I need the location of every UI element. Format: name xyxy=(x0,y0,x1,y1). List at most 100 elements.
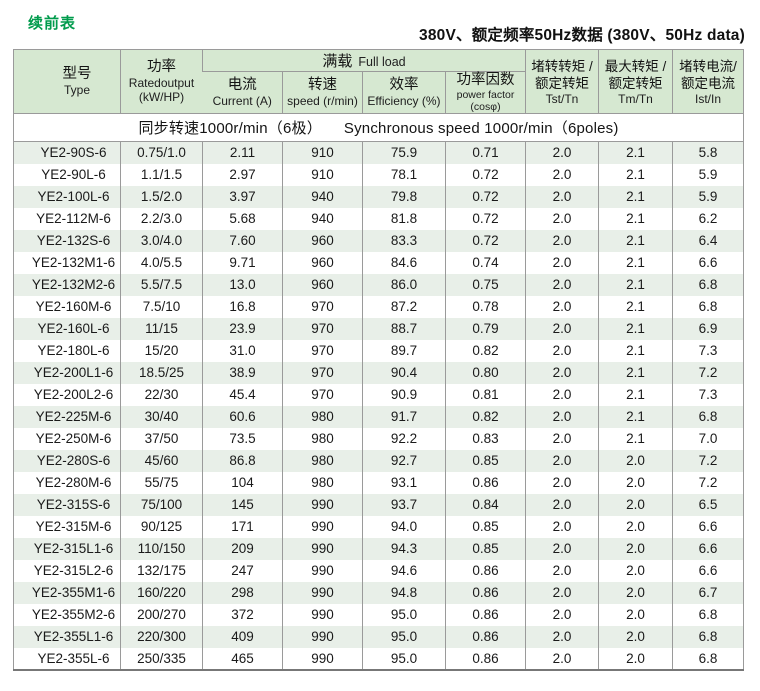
cell-ist-in: 6.8 xyxy=(672,273,744,296)
col-header-tm-tn-zh2: 额定转矩 xyxy=(608,75,663,91)
cell-speed: 980 xyxy=(282,449,363,472)
cell-current: 372 xyxy=(202,603,283,626)
cell-tm-tn: 2.0 xyxy=(598,581,673,604)
cell-power-factor: 0.71 xyxy=(444,141,526,164)
cell-tm-tn: 2.1 xyxy=(598,295,673,318)
cell-tm-tn: 2.1 xyxy=(598,317,673,340)
cell-efficiency: 95.0 xyxy=(362,625,446,648)
cell-model: YE2-315M-6 xyxy=(13,515,121,538)
cell-tm-tn: 2.0 xyxy=(598,625,673,648)
col-header-ist-in-zh1: 堵转电流/ xyxy=(679,58,737,74)
col-header-type: 型号 Type xyxy=(13,49,121,114)
cell-model: YE2-132M2-6 xyxy=(13,273,121,296)
cell-rated-output: 55/75 xyxy=(120,471,203,494)
cell-ist-in: 6.6 xyxy=(672,537,744,560)
cell-ist-in: 6.8 xyxy=(672,625,744,648)
cell-current: 23.9 xyxy=(202,317,283,340)
col-header-tm-tn: 最大转矩 / 额定转矩 Tm/Tn xyxy=(598,49,673,114)
cell-efficiency: 88.7 xyxy=(362,317,446,340)
cell-current: 45.4 xyxy=(202,383,283,406)
col-header-efficiency: 效率 Efficiency (%) xyxy=(362,71,446,114)
cell-power-factor: 0.84 xyxy=(444,493,526,516)
cell-rated-output: 75/100 xyxy=(120,493,203,516)
cell-efficiency: 90.9 xyxy=(362,383,446,406)
cell-rated-output: 18.5/25 xyxy=(120,361,203,384)
cell-ist-in: 6.8 xyxy=(672,295,744,318)
cell-tst-tn: 2.0 xyxy=(525,141,599,164)
cell-speed: 990 xyxy=(282,647,363,670)
cell-ist-in: 7.3 xyxy=(672,383,744,406)
cell-tst-tn: 2.0 xyxy=(525,603,599,626)
cell-efficiency: 93.7 xyxy=(362,493,446,516)
cell-tst-tn: 2.0 xyxy=(525,339,599,362)
table-row: YE2-132S-6 3.0/4.0 7.60 960 83.3 0.72 2.… xyxy=(13,229,744,252)
cell-rated-output: 1.5/2.0 xyxy=(120,185,203,208)
cell-current: 2.11 xyxy=(202,141,283,164)
cell-model: YE2-90L-6 xyxy=(13,163,121,186)
cell-power-factor: 0.81 xyxy=(444,383,526,406)
cell-efficiency: 92.2 xyxy=(362,427,446,450)
cell-rated-output: 11/15 xyxy=(120,317,203,340)
cell-efficiency: 94.0 xyxy=(362,515,446,538)
cell-speed: 990 xyxy=(282,493,363,516)
col-header-power-factor: 功率因数 power factor (cosφ) xyxy=(444,71,526,114)
cell-rated-output: 200/270 xyxy=(120,603,203,626)
cell-tm-tn: 2.1 xyxy=(598,141,673,164)
cell-current: 73.5 xyxy=(202,427,283,450)
cell-ist-in: 5.9 xyxy=(672,185,744,208)
continued-table-label: 续前表 xyxy=(28,15,77,32)
col-header-type-zh: 型号 xyxy=(62,66,92,82)
cell-tm-tn: 2.1 xyxy=(598,185,673,208)
cell-tst-tn: 2.0 xyxy=(525,361,599,384)
col-header-speed-zh: 转速 xyxy=(308,77,337,93)
cell-power-factor: 0.85 xyxy=(444,537,526,560)
cell-efficiency: 83.3 xyxy=(362,229,446,252)
col-header-ist-in-en: Ist/In xyxy=(695,91,722,106)
cell-model: YE2-200L2-6 xyxy=(13,383,121,406)
cell-model: YE2-355M1-6 xyxy=(13,581,121,604)
cell-efficiency: 75.9 xyxy=(362,141,446,164)
cell-ist-in: 6.2 xyxy=(672,207,744,230)
table-row: YE2-315L1-6 110/150 209 990 94.3 0.85 2.… xyxy=(13,537,744,560)
cell-ist-in: 6.6 xyxy=(672,515,744,538)
cell-tst-tn: 2.0 xyxy=(525,207,599,230)
cell-tst-tn: 2.0 xyxy=(525,515,599,538)
cell-power-factor: 0.72 xyxy=(444,207,526,230)
cell-tst-tn: 2.0 xyxy=(525,647,599,670)
col-header-ist-in-zh2: 额定电流 xyxy=(681,75,736,91)
cell-tm-tn: 2.0 xyxy=(598,471,673,494)
cell-speed: 910 xyxy=(282,163,363,186)
col-header-speed: 转速 speed (r/min) xyxy=(282,71,363,114)
cell-speed: 980 xyxy=(282,471,363,494)
table-row: YE2-90S-6 0.75/1.0 2.11 910 75.9 0.71 2.… xyxy=(13,141,744,164)
cell-power-factor: 0.72 xyxy=(444,229,526,252)
cell-ist-in: 6.8 xyxy=(672,405,744,428)
synchronous-speed-en: Synchronous speed 1000r/min（6poles) xyxy=(343,120,619,137)
cell-ist-in: 6.5 xyxy=(672,493,744,516)
cell-efficiency: 86.0 xyxy=(362,273,446,296)
cell-power-factor: 0.82 xyxy=(444,405,526,428)
cell-current: 38.9 xyxy=(202,361,283,384)
cell-model: YE2-355L1-6 xyxy=(13,625,121,648)
cell-rated-output: 30/40 xyxy=(120,405,203,428)
cell-ist-in: 7.0 xyxy=(672,427,744,450)
cell-current: 209 xyxy=(202,537,283,560)
col-header-tst-tn-zh1: 堵转转矩 / xyxy=(531,58,593,74)
cell-speed: 970 xyxy=(282,317,363,340)
cell-efficiency: 91.7 xyxy=(362,405,446,428)
synchronous-speed-label: 同步转速1000r/min（6极） Synchronous speed 1000r… xyxy=(13,113,744,142)
cell-tst-tn: 2.0 xyxy=(525,471,599,494)
cell-speed: 990 xyxy=(282,625,363,648)
cell-power-factor: 0.72 xyxy=(444,185,526,208)
cell-current: 2.97 xyxy=(202,163,283,186)
cell-tm-tn: 2.1 xyxy=(598,383,673,406)
cell-speed: 960 xyxy=(282,251,363,274)
cell-tst-tn: 2.0 xyxy=(525,625,599,648)
cell-model: YE2-315L1-6 xyxy=(13,537,121,560)
cell-ist-in: 6.9 xyxy=(672,317,744,340)
cell-tst-tn: 2.0 xyxy=(525,185,599,208)
cell-speed: 960 xyxy=(282,273,363,296)
cell-tm-tn: 2.1 xyxy=(598,273,673,296)
cell-tm-tn: 2.0 xyxy=(598,603,673,626)
cell-ist-in: 6.6 xyxy=(672,559,744,582)
